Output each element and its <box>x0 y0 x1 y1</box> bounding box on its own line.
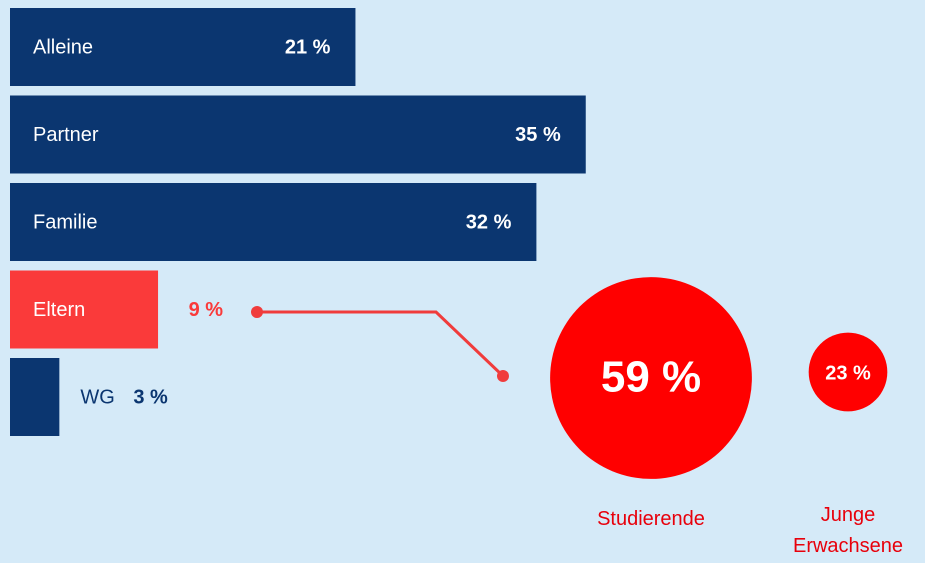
bubble-value-label: 59 % <box>601 353 701 402</box>
connector-dot <box>251 306 263 318</box>
value-label: 35 % <box>515 124 561 146</box>
value-label: 21 % <box>285 36 331 58</box>
bar <box>10 8 356 86</box>
bubble <box>550 277 752 479</box>
connector <box>251 306 509 382</box>
value-label: 32 % <box>466 211 512 233</box>
bubble-value-label: 23 % <box>825 362 871 384</box>
bubble-category-label: Studierende <box>597 508 705 530</box>
bubble-category-label: Junge Erwachsene <box>792 504 904 557</box>
value-label: 9 % <box>189 299 224 321</box>
connector-line <box>257 310 505 378</box>
bar <box>10 95 586 174</box>
bubble <box>808 332 888 412</box>
connector-dot <box>497 370 509 382</box>
category-label: Partner <box>33 124 99 146</box>
category-label: Eltern <box>33 299 85 321</box>
value-label: 3 % <box>133 386 168 408</box>
bar <box>10 183 537 261</box>
category-label: Familie <box>33 211 97 233</box>
category-label: WG <box>80 386 114 408</box>
category-label: Alleine <box>33 36 93 58</box>
bar <box>10 358 60 436</box>
bar <box>10 270 159 349</box>
